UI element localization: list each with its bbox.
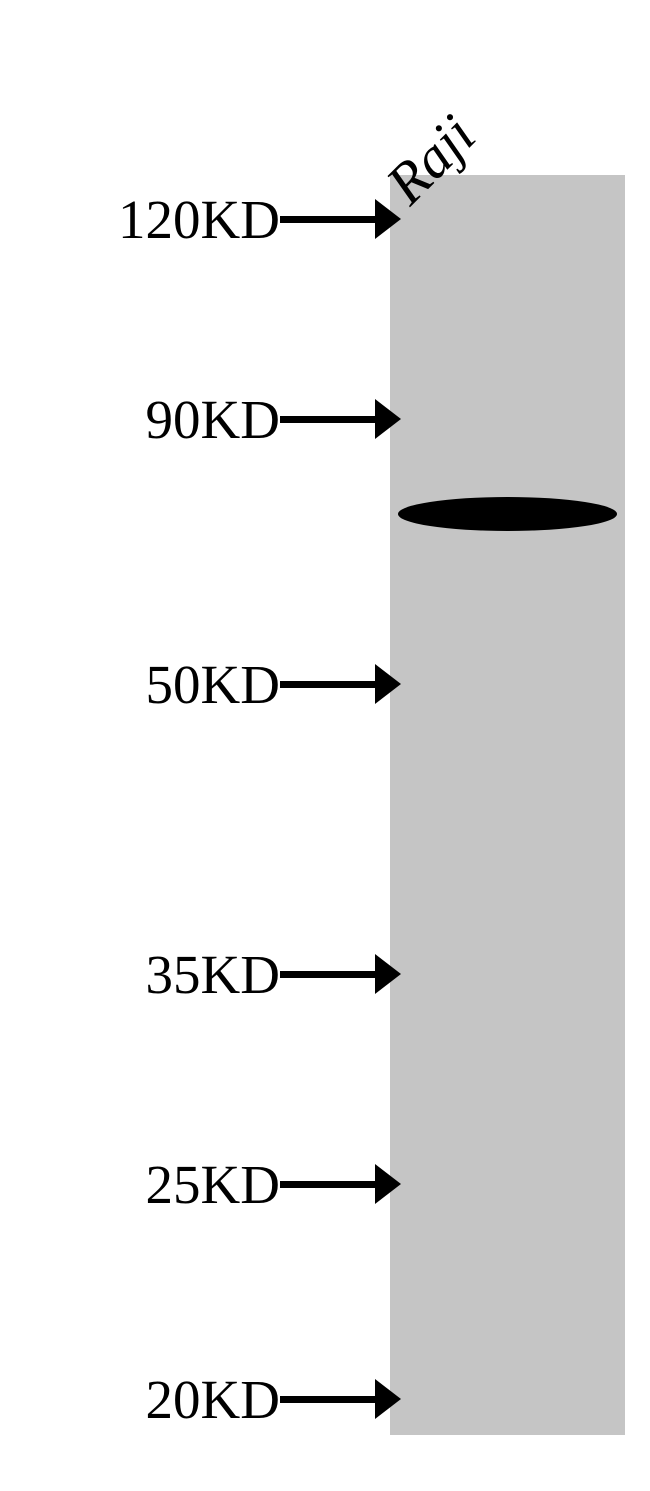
marker-row: 50KD — [55, 653, 401, 716]
marker-row: 90KD — [55, 388, 401, 451]
marker-label: 120KD — [55, 188, 280, 251]
marker-label: 35KD — [55, 943, 280, 1006]
arrow-right-icon — [280, 399, 401, 439]
marker-label: 25KD — [55, 1153, 280, 1216]
protein-band — [398, 497, 617, 531]
arrow-right-icon — [280, 1379, 401, 1419]
marker-label: 20KD — [55, 1368, 280, 1431]
arrow-right-icon — [280, 199, 401, 239]
arrow-right-icon — [280, 954, 401, 994]
marker-label: 50KD — [55, 653, 280, 716]
marker-row: 25KD — [55, 1153, 401, 1216]
marker-label: 90KD — [55, 388, 280, 451]
marker-row: 35KD — [55, 943, 401, 1006]
marker-row: 120KD — [55, 188, 401, 251]
arrow-right-icon — [280, 664, 401, 704]
arrow-right-icon — [280, 1164, 401, 1204]
blot-lane-strip — [390, 175, 625, 1435]
marker-row: 20KD — [55, 1368, 401, 1431]
